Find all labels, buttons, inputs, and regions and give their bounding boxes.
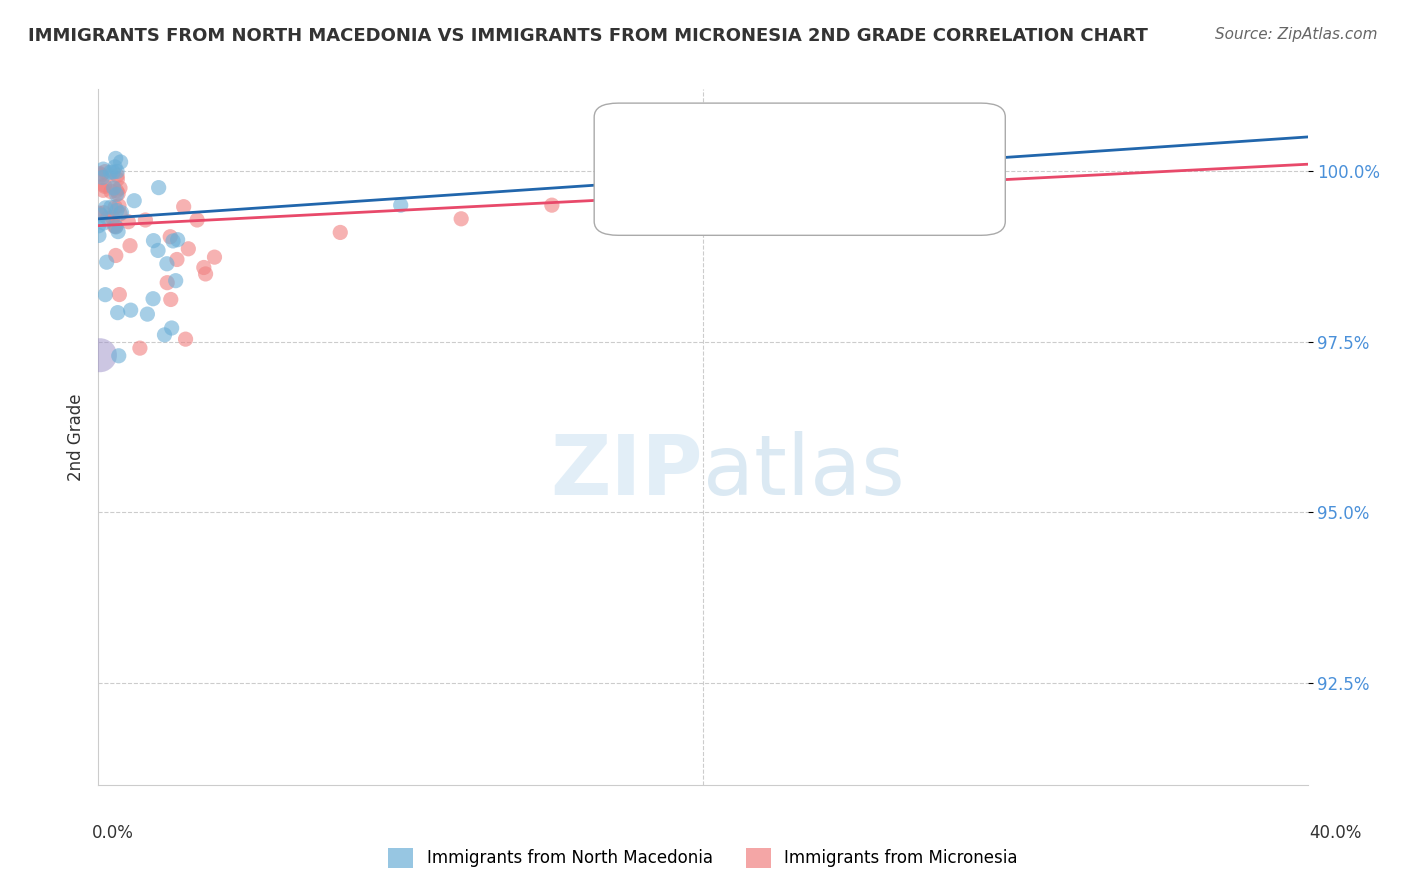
Text: Source: ZipAtlas.com: Source: ZipAtlas.com bbox=[1215, 27, 1378, 42]
Text: ZIP: ZIP bbox=[551, 432, 703, 512]
Point bbox=[89, 348, 111, 362]
Point bbox=[107, 186, 129, 201]
Point bbox=[389, 198, 412, 212]
Point bbox=[91, 162, 114, 177]
Point bbox=[110, 155, 132, 169]
Point bbox=[100, 185, 122, 199]
Point bbox=[186, 213, 208, 227]
Y-axis label: 2nd Grade: 2nd Grade bbox=[66, 393, 84, 481]
Point bbox=[100, 200, 122, 214]
Point bbox=[540, 198, 562, 212]
Point bbox=[173, 200, 195, 214]
Point bbox=[159, 293, 181, 307]
Point bbox=[89, 166, 111, 180]
Point bbox=[162, 234, 184, 248]
Text: 0.0%: 0.0% bbox=[91, 824, 134, 842]
Point bbox=[204, 250, 226, 264]
FancyBboxPatch shape bbox=[595, 103, 1005, 235]
Point bbox=[108, 287, 131, 301]
Point bbox=[156, 276, 179, 290]
Point bbox=[94, 287, 117, 301]
Point bbox=[101, 211, 124, 225]
Point bbox=[194, 267, 217, 281]
Point bbox=[156, 257, 179, 271]
Point bbox=[122, 194, 145, 208]
Point bbox=[142, 292, 165, 306]
Point bbox=[93, 178, 115, 192]
Point bbox=[91, 183, 114, 197]
Point bbox=[118, 238, 141, 252]
Point bbox=[108, 199, 131, 213]
Point bbox=[87, 228, 110, 243]
Point bbox=[329, 226, 352, 240]
Point bbox=[94, 201, 117, 215]
Point bbox=[105, 203, 128, 218]
Point bbox=[107, 349, 129, 363]
Text: atlas: atlas bbox=[703, 432, 904, 512]
Point bbox=[96, 255, 118, 269]
Point bbox=[159, 229, 181, 244]
Point bbox=[87, 219, 110, 233]
Point bbox=[104, 160, 127, 174]
Point bbox=[89, 206, 111, 220]
Point bbox=[117, 215, 139, 229]
Point bbox=[153, 327, 176, 342]
Point bbox=[104, 219, 127, 234]
Point bbox=[105, 164, 128, 178]
Point bbox=[692, 191, 714, 205]
Point bbox=[193, 260, 215, 275]
Point bbox=[129, 341, 152, 355]
Point bbox=[105, 187, 128, 202]
Point bbox=[110, 205, 132, 219]
Point bbox=[105, 172, 128, 186]
Point bbox=[136, 307, 159, 321]
Point bbox=[90, 168, 112, 182]
Point bbox=[104, 152, 127, 166]
Point bbox=[108, 181, 131, 195]
Point bbox=[93, 179, 115, 194]
Point bbox=[103, 181, 125, 195]
Legend: Immigrants from North Macedonia, Immigrants from Micronesia: Immigrants from North Macedonia, Immigra… bbox=[381, 841, 1025, 875]
Point bbox=[450, 211, 472, 226]
Point bbox=[93, 216, 115, 230]
Point bbox=[105, 184, 128, 198]
Point bbox=[166, 233, 188, 247]
Text: IMMIGRANTS FROM NORTH MACEDONIA VS IMMIGRANTS FROM MICRONESIA 2ND GRADE CORRELAT: IMMIGRANTS FROM NORTH MACEDONIA VS IMMIG… bbox=[28, 27, 1147, 45]
Point bbox=[105, 169, 128, 183]
Point bbox=[134, 213, 156, 227]
Point bbox=[107, 225, 129, 239]
Point bbox=[165, 274, 187, 288]
Point bbox=[146, 244, 169, 258]
Point bbox=[142, 234, 165, 248]
Point bbox=[90, 208, 112, 222]
Point bbox=[120, 303, 142, 318]
Point bbox=[148, 180, 170, 194]
Point bbox=[108, 207, 131, 221]
Point bbox=[103, 219, 125, 233]
Point bbox=[94, 164, 117, 178]
Point bbox=[160, 321, 183, 335]
Text: 40.0%: 40.0% bbox=[1309, 824, 1362, 842]
Point bbox=[91, 170, 114, 185]
Point bbox=[93, 205, 115, 219]
Point bbox=[104, 248, 127, 262]
Point bbox=[97, 211, 120, 226]
Point bbox=[100, 165, 122, 179]
Point bbox=[166, 252, 188, 267]
Point bbox=[103, 165, 125, 179]
Point bbox=[844, 185, 866, 199]
Legend: R = 0.218   N = 38, R = 0.124   N = 43: R = 0.218 N = 38, R = 0.124 N = 43 bbox=[655, 120, 896, 186]
Point bbox=[177, 242, 200, 256]
Point bbox=[104, 200, 127, 214]
Point bbox=[174, 332, 197, 346]
Point bbox=[107, 305, 129, 319]
Point bbox=[104, 219, 127, 234]
